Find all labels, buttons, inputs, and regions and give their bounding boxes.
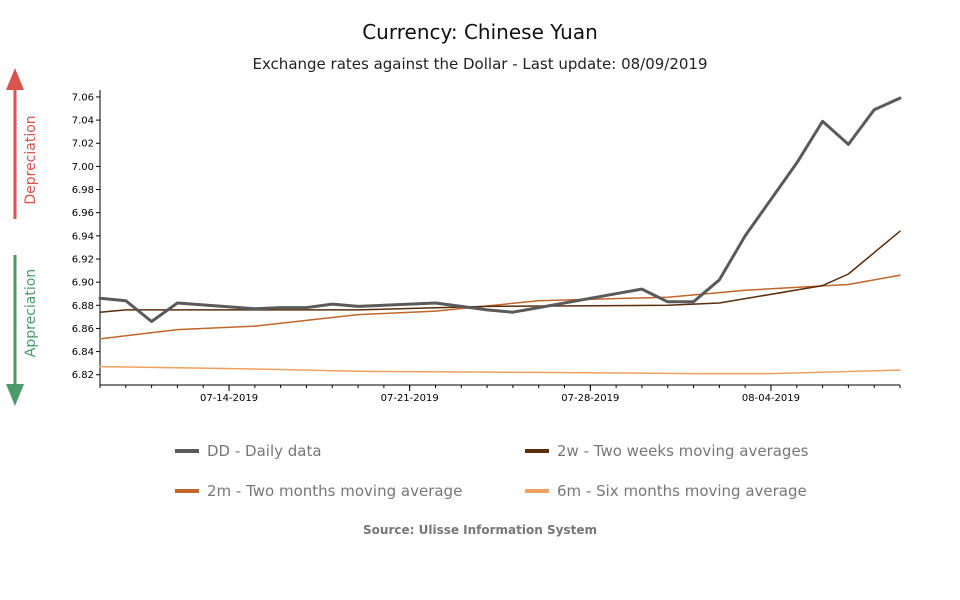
appreciation-label: Appreciation: [23, 269, 39, 357]
legend-label: 2m - Two months moving average: [207, 482, 463, 500]
chart-title: Currency: Chinese Yuan: [362, 20, 598, 44]
x-tick-label: 07-28-2019: [561, 393, 619, 404]
y-tick-label: 6.98: [72, 185, 94, 196]
legend-label: 6m - Six months moving average: [557, 482, 807, 500]
y-tick-label: 6.90: [72, 278, 94, 289]
y-tick-label: 6.88: [72, 301, 94, 312]
series-line-1: [99, 230, 901, 313]
legend-item-2m: 2m - Two months moving average: [175, 482, 462, 500]
source-note: Source: Ulisse Information System: [363, 523, 597, 537]
y-tick-label: 7.06: [72, 92, 94, 103]
legend-swatch: [525, 449, 549, 453]
x-tick-label: 07-21-2019: [381, 393, 439, 404]
legend-swatch: [175, 489, 199, 493]
y-tick-label: 7.02: [72, 139, 94, 150]
axes-group: 6.82 6.84 6.86 6.88 6.90 6.92 6.94 6.96 6.98 7.00…: [72, 90, 901, 404]
y-tick-label: 7.00: [72, 162, 94, 173]
series-group: [98, 96, 902, 375]
series-line-0: [98, 96, 902, 323]
up-arrow-icon: [6, 68, 24, 90]
legend-swatch: [525, 489, 549, 493]
series-line-3: [99, 365, 901, 375]
series-line-2: [99, 274, 901, 340]
legend-swatch: [175, 449, 199, 453]
down-arrow-icon: [6, 384, 24, 406]
y-tick-label: 6.84: [72, 347, 94, 358]
indicator-group: Depreciation Appreciation: [6, 68, 39, 406]
legend-item-daily: DD - Daily data: [175, 442, 322, 460]
legend-label: 2w - Two weeks moving averages: [557, 442, 809, 460]
y-tick-label: 6.96: [72, 208, 94, 219]
depreciation-label: Depreciation: [23, 115, 39, 204]
chart-subtitle: Exchange rates against the Dollar - Last…: [252, 55, 708, 73]
legend-item-6m: 6m - Six months moving average: [525, 482, 807, 500]
y-tick-label: 7.04: [72, 116, 94, 127]
legend-item-2w: 2w - Two weeks moving averages: [525, 442, 809, 460]
x-tick-label: 08-04-2019: [742, 393, 800, 404]
y-tick-label: 6.94: [72, 231, 94, 242]
y-tick-label: 6.92: [72, 254, 94, 265]
x-tick-label: 07-14-2019: [200, 393, 258, 404]
y-tick-label: 6.82: [72, 370, 94, 381]
y-tick-label: 6.86: [72, 324, 94, 335]
legend-label: DD - Daily data: [207, 442, 322, 460]
